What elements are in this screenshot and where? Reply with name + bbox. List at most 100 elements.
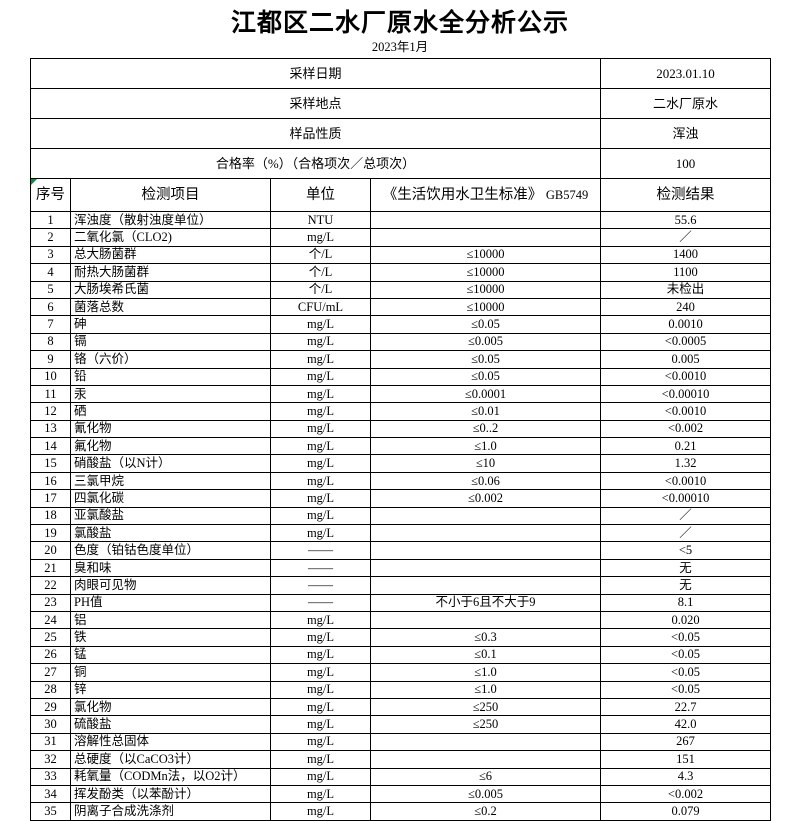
cell-standard: [369, 732, 602, 752]
cell-standard: ≤0.05: [369, 315, 602, 334]
cell-no: 5: [30, 280, 71, 299]
table-row: 30 硫酸盐 mg/L ≤250 42.0: [30, 715, 772, 734]
cell-no: 34: [30, 784, 71, 804]
cell-standard: ≤250: [369, 697, 602, 717]
cell-standard: ≤10000: [369, 280, 602, 299]
table-row: 13 氰化物 mg/L ≤0..2 <0.002: [30, 419, 772, 439]
cell-item: 铬（六价）: [70, 350, 271, 369]
cell-result: ／: [600, 228, 772, 247]
cell-item: 溶解性总固体: [70, 732, 271, 752]
cell-result: 0.21: [600, 437, 772, 456]
meta-row: 样品性质 浑浊: [29, 118, 772, 149]
cell-no: 16: [30, 471, 71, 491]
cell-unit: mg/L: [270, 697, 371, 717]
cell-unit: 个/L: [270, 245, 371, 265]
cell-result: <0.002: [600, 419, 772, 439]
cell-no: 6: [30, 297, 71, 317]
cell-unit: mg/L: [270, 645, 371, 665]
cell-result: ／: [600, 524, 772, 543]
cell-unit: CFU/mL: [270, 297, 371, 317]
cell-result: 无: [600, 576, 772, 595]
cell-item: 氟化物: [70, 437, 271, 456]
cell-item: 铅: [70, 367, 271, 386]
cell-result: 0.0010: [600, 315, 772, 334]
cell-item: 耗氧量（CODMn法，以O2计）: [70, 767, 271, 786]
cell-standard: ≤0.005: [369, 784, 602, 804]
meta-value: 二水厂原水: [600, 88, 772, 119]
cell-no: 15: [30, 454, 71, 473]
cell-item: 亚氯酸盐: [70, 506, 271, 526]
cell-no: 22: [30, 576, 71, 595]
cell-unit: mg/L: [270, 350, 371, 369]
cell-unit: ——: [270, 541, 371, 560]
cell-item: 氰化物: [70, 419, 271, 439]
table-row: 11 汞 mg/L ≤0.0001 <0.00010: [30, 384, 772, 404]
cell-no: 12: [30, 402, 71, 421]
meta-label: 采样地点: [29, 88, 602, 119]
table-row: 32 总硬度（以CaCO3计） mg/L 151: [30, 750, 772, 769]
cell-item: 挥发酚类（以苯酚计）: [70, 784, 271, 804]
cell-no: 4: [30, 263, 71, 282]
table-row: 15 硝酸盐（以N计） mg/L ≤10 1.32: [30, 454, 772, 473]
table-row: 16 三氯甲烷 mg/L ≤0.06 <0.0010: [30, 471, 772, 491]
table-row: 2 二氧化氯（CLO2) mg/L ／: [30, 228, 772, 247]
cell-unit: mg/L: [270, 802, 371, 821]
cell-standard: ≤10000: [369, 263, 602, 282]
cell-item: 锰: [70, 645, 271, 665]
table-row: 24 铝 mg/L 0.020: [30, 610, 772, 630]
cell-standard: [369, 506, 602, 526]
meta-label: 合格率（%）（合格项次／总项次）: [29, 148, 602, 179]
cell-no: 18: [30, 506, 71, 526]
table-body: 采样日期 2023.01.10 采样地点 二水厂原水 样品性质 浑浊 合格率（%）（合格项次…: [29, 58, 772, 821]
cell-result: <5: [600, 541, 772, 560]
standard-code: GB5749: [545, 188, 589, 202]
column-header-standard: 《生活饮用水卫生标准》 GB5749: [369, 178, 602, 212]
cell-item: 总大肠菌群: [70, 245, 271, 265]
cell-unit: mg/L: [270, 628, 371, 647]
cell-item: 砷: [70, 315, 271, 334]
column-header-row: 序号 检测项目 单位 《生活饮用水卫生标准》 GB5749 检测结果: [30, 178, 772, 212]
cell-no: 23: [30, 593, 71, 612]
cell-no: 26: [30, 645, 71, 665]
cell-unit: mg/L: [270, 437, 371, 456]
cell-standard: [369, 210, 602, 230]
cell-no: 30: [30, 715, 71, 734]
cell-item: 硝酸盐（以N计）: [70, 454, 271, 473]
table-row: 28 锌 mg/L ≤1.0 <0.05: [30, 680, 772, 699]
table-row: 17 四氯化碳 mg/L ≤0.002 <0.00010: [30, 489, 772, 508]
cell-item: PH值: [70, 593, 271, 612]
cell-result: <0.05: [600, 663, 772, 682]
cell-unit: mg/L: [270, 767, 371, 786]
cell-result: <0.002: [600, 784, 772, 804]
cell-unit: mg/L: [270, 732, 371, 752]
standard-title: 《生活饮用水卫生标准》: [382, 187, 543, 203]
table-row: 14 氟化物 mg/L ≤1.0 0.21: [30, 437, 772, 456]
cell-no: 11: [30, 384, 71, 404]
cell-item: 浑浊度（散射浊度单位）: [70, 210, 271, 230]
cell-standard: ≤0..2: [369, 419, 602, 439]
cell-no: 25: [30, 628, 71, 647]
cell-result: 55.6: [600, 210, 772, 230]
page-title: 江都区二水厂原水全分析公示: [230, 9, 569, 37]
cell-standard: ≤0.0001: [369, 384, 602, 404]
table-row: 21 臭和味 —— 无: [30, 558, 772, 578]
cell-standard: ≤0.05: [369, 350, 602, 369]
cell-item: 大肠埃希氏菌: [70, 280, 271, 299]
meta-value: 浑浊: [600, 118, 772, 149]
cell-unit: mg/L: [270, 419, 371, 439]
cell-no: 17: [30, 489, 71, 508]
column-header-no: 序号: [30, 178, 71, 212]
table-row: 12 硒 mg/L ≤0.01 <0.0010: [30, 402, 772, 421]
cell-no: 28: [30, 680, 71, 699]
meta-label: 采样日期: [29, 58, 602, 89]
cell-unit: mg/L: [270, 489, 371, 508]
table-row: 31 溶解性总固体 mg/L 267: [30, 732, 772, 752]
cell-standard: ≤10000: [369, 245, 602, 265]
cell-result: <0.00010: [600, 384, 772, 404]
cell-unit: mg/L: [270, 715, 371, 734]
cell-no: 9: [30, 350, 71, 369]
cell-item: 阴离子合成洗涤剂: [70, 802, 271, 821]
table-row: 10 铅 mg/L ≤0.05 <0.0010: [30, 367, 772, 386]
meta-row: 采样日期 2023.01.10: [29, 58, 772, 89]
table-row: 34 挥发酚类（以苯酚计） mg/L ≤0.005 <0.002: [30, 784, 772, 804]
